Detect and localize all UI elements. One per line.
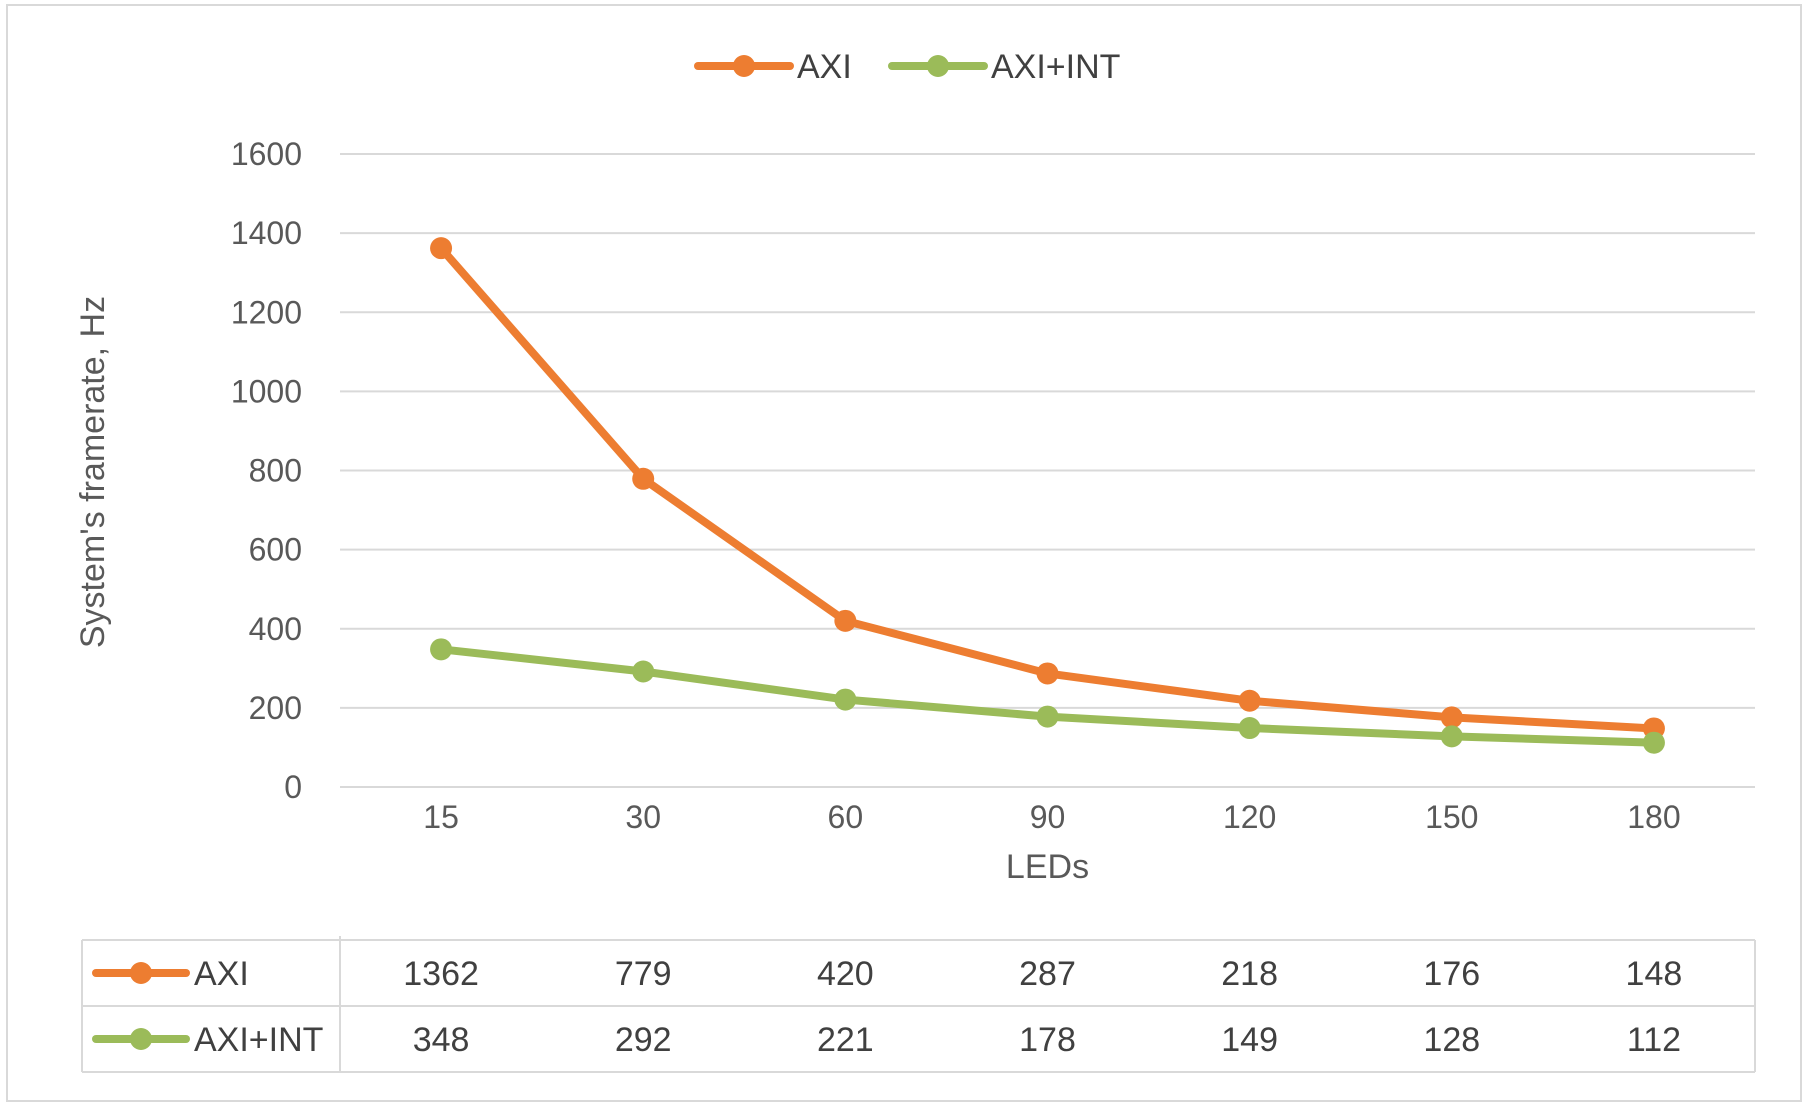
table-row: AXI 1362 779 420 287 218 176 148: [92, 955, 1683, 993]
y-tick-label: 1400: [231, 215, 302, 251]
data-table: AXI 1362 779 420 287 218 176 148 AXI+INT 348 292 22…: [81, 936, 1756, 1073]
table-key-marker: [130, 1028, 152, 1050]
data-point: [1238, 689, 1261, 712]
x-tick-label: 180: [1627, 799, 1680, 835]
x-tick-label: 150: [1425, 799, 1478, 835]
x-tick-label: 120: [1223, 799, 1276, 835]
legend-item: AXI+INT: [888, 48, 1120, 86]
gridlines: [340, 153, 1755, 788]
data-point: [1036, 705, 1059, 728]
y-tick-label: 400: [249, 611, 302, 647]
legend-swatch-marker: [733, 55, 755, 77]
table-row-label: AXI+INT: [194, 1021, 323, 1059]
y-axis-ticks: 0 200 400 600 800 1000 1200 1400 1600: [231, 136, 302, 805]
data-point: [1440, 725, 1463, 748]
data-point: [1238, 717, 1261, 740]
table-cell: 112: [1627, 1021, 1681, 1059]
y-tick-label: 1600: [231, 136, 302, 172]
y-tick-label: 200: [249, 690, 302, 726]
series-line: [437, 244, 1658, 733]
data-point: [430, 237, 453, 260]
table-cell: 292: [615, 1021, 672, 1059]
series-lines: [430, 237, 1665, 754]
chart-frame: [6, 4, 1802, 1102]
x-axis-ticks: 15 30 60 90 120 150 180: [423, 799, 1680, 835]
data-point: [632, 467, 655, 490]
legend-item: AXI: [694, 48, 852, 86]
series-axi: [430, 237, 1665, 740]
table-cell: 149: [1221, 1021, 1278, 1059]
table-cell: 348: [413, 1021, 470, 1059]
x-tick-label: 90: [1030, 799, 1066, 835]
table-cell: 779: [615, 955, 672, 993]
x-tick-label: 60: [828, 799, 864, 835]
data-point: [1440, 706, 1463, 729]
table-cell: 218: [1221, 955, 1278, 993]
table-cell: 287: [1019, 955, 1076, 993]
table-cell: 128: [1423, 1021, 1480, 1059]
x-tick-label: 30: [625, 799, 661, 835]
table-cell: 221: [817, 1021, 874, 1059]
data-point: [632, 660, 655, 683]
legend-swatch-marker: [927, 55, 949, 77]
table-row-label: AXI: [194, 955, 249, 993]
table-cell: 176: [1423, 955, 1480, 993]
table-cell: 148: [1626, 955, 1683, 993]
table-row: AXI+INT 348 292 221 178 149 128 112: [92, 1021, 1681, 1059]
y-tick-label: 1000: [231, 373, 302, 409]
y-tick-label: 600: [249, 532, 302, 568]
data-point: [834, 609, 857, 632]
y-tick-label: 800: [249, 453, 302, 489]
x-axis-title: LEDs: [1006, 848, 1089, 886]
series-axi-int: [430, 638, 1665, 754]
data-point: [1036, 662, 1059, 685]
legend-label: AXI+INT: [991, 48, 1120, 86]
table-cell: 178: [1019, 1021, 1076, 1059]
y-tick-label: 1200: [231, 294, 302, 330]
legend: AXI AXI+INT: [694, 48, 1120, 86]
table-cell: 1362: [403, 955, 479, 993]
y-tick-label: 0: [284, 769, 302, 805]
table-cell: 420: [817, 955, 874, 993]
x-tick-label: 15: [423, 799, 459, 835]
table-key-marker: [130, 962, 152, 984]
y-axis-title: System's framerate, Hz: [74, 296, 112, 648]
data-point: [1642, 731, 1665, 754]
data-point: [834, 688, 857, 711]
data-point: [430, 638, 453, 661]
legend-label: AXI: [797, 48, 852, 86]
